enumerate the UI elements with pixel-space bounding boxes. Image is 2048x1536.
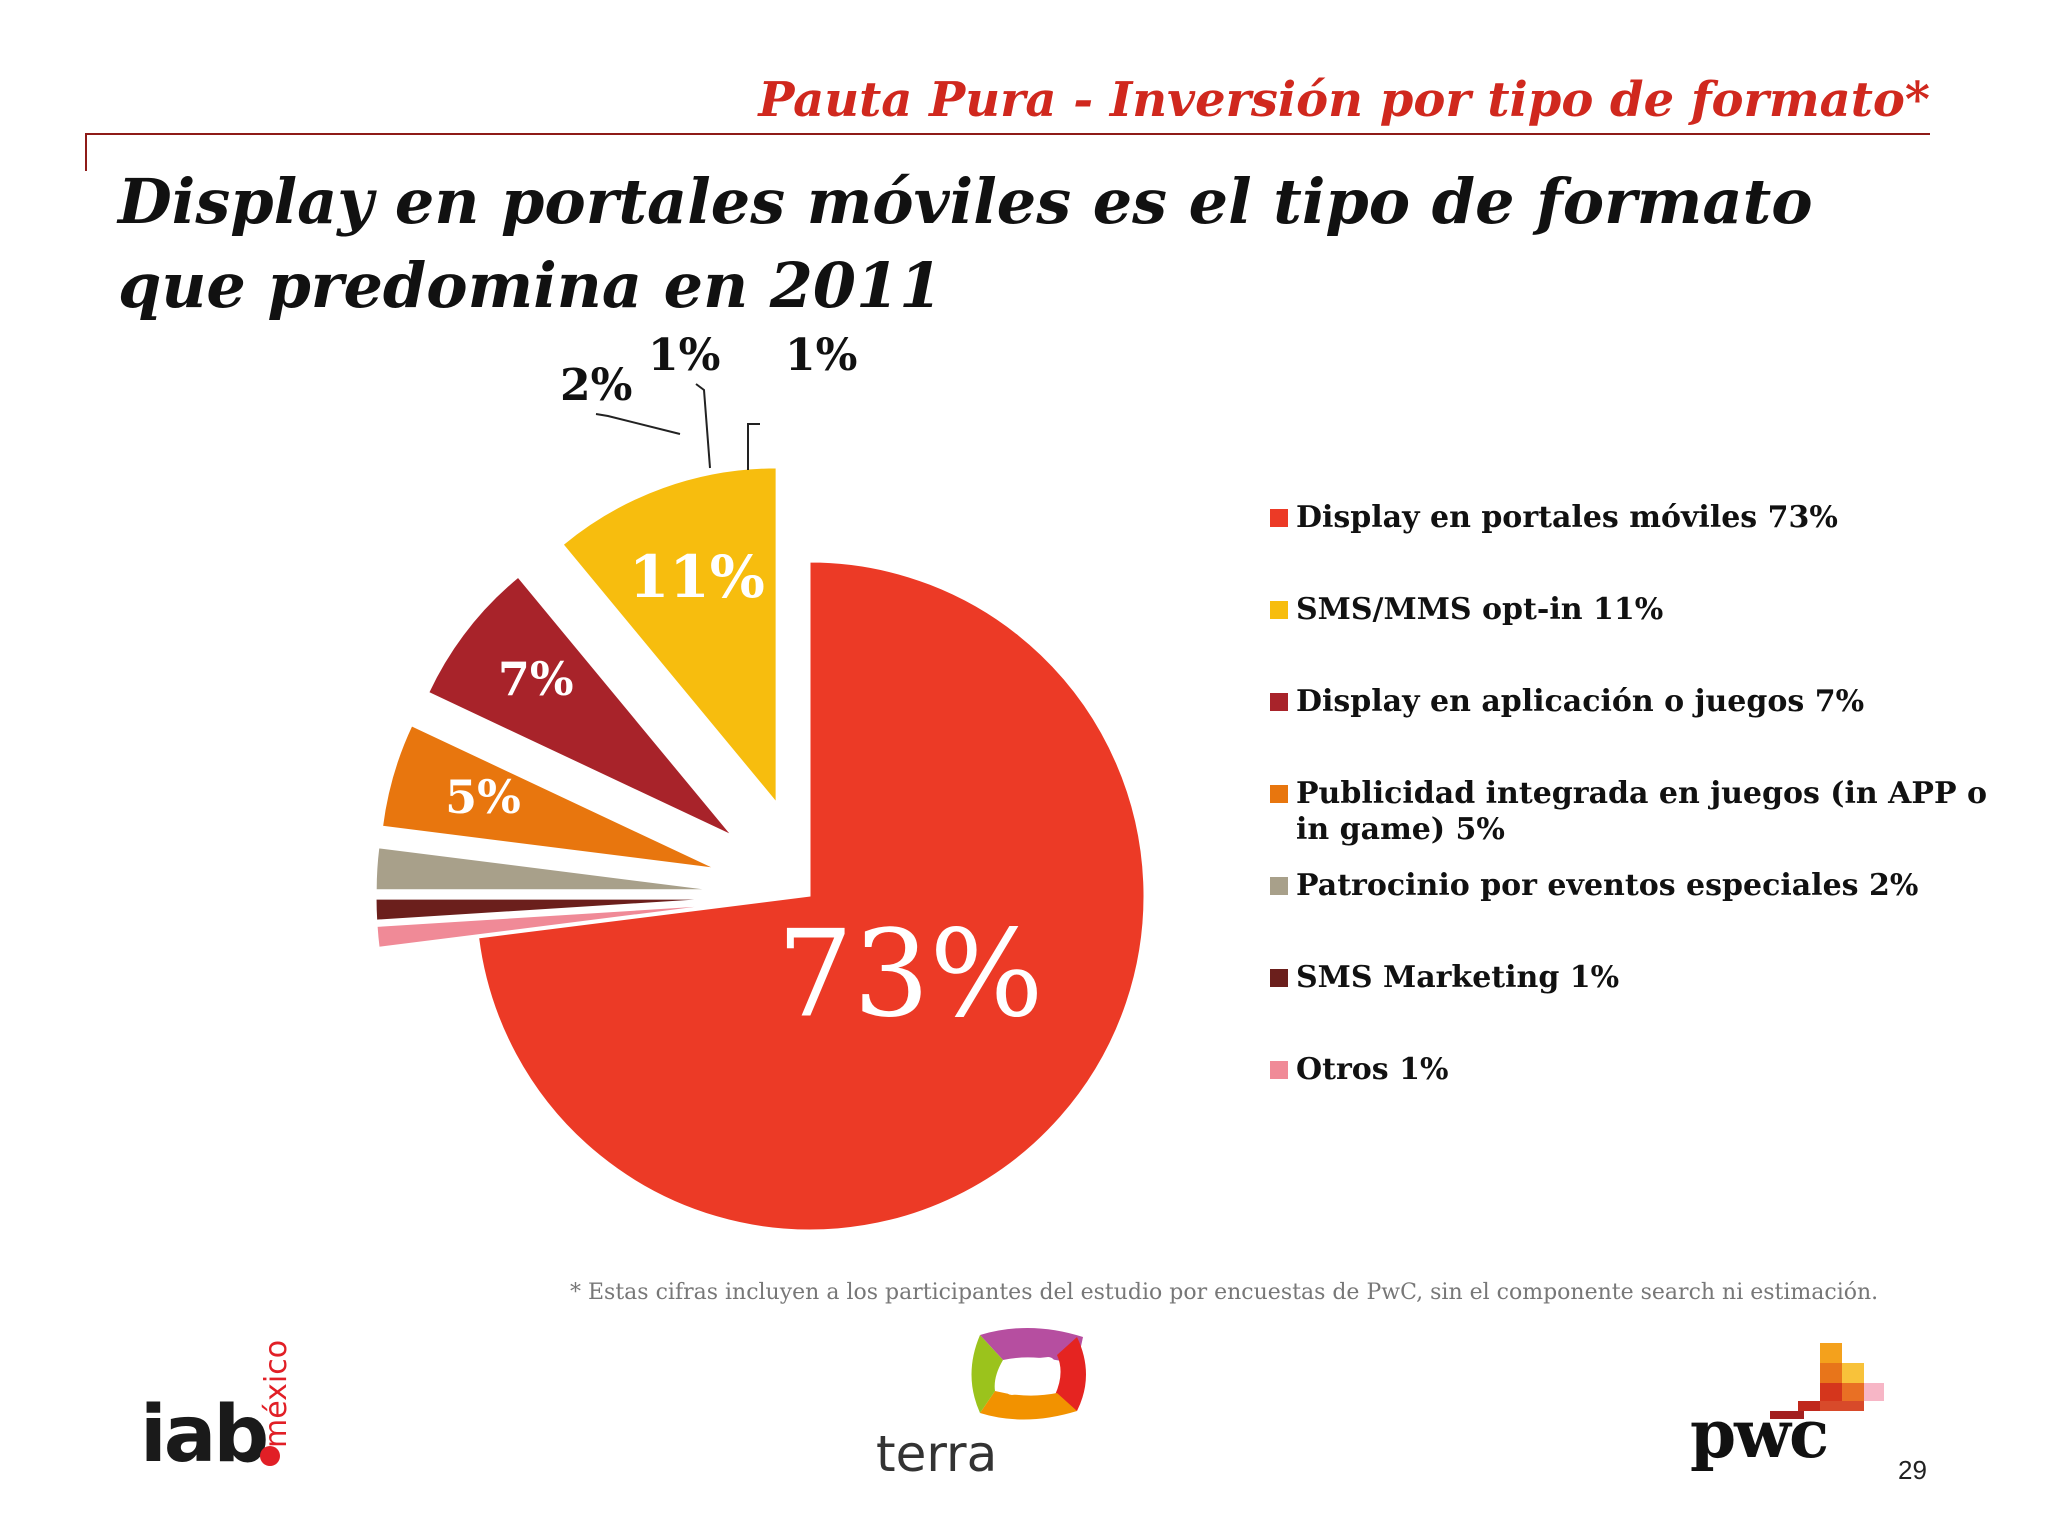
legend-label: SMS Marketing 1% [1296, 960, 1620, 995]
legend-item: Display en portales móviles 73% [1270, 500, 1838, 536]
header-rule-tick [85, 133, 87, 171]
iab-logo-region: méxico [259, 1340, 294, 1448]
pie-leader-lines [595, 383, 760, 470]
legend-swatch [1270, 785, 1288, 803]
legend-label: Otros 1% [1296, 1052, 1449, 1087]
pie-slice [375, 898, 711, 921]
iab-logo-dot [260, 1446, 280, 1466]
legend-item: Patrocinio por eventos especiales 2% [1270, 868, 1918, 904]
pie-data-labels: 73% 1% 1% 2% 5% 7% 11% [445, 330, 1043, 1044]
headline-line-1: Display en portales móviles es el tipo d… [118, 165, 1813, 238]
pie-slice [376, 904, 711, 948]
legend-label: Display en aplicación o juegos 7% [1296, 684, 1865, 719]
pie-data-label: 11% [629, 543, 765, 611]
headline-line-2: que predomina en 2011 [118, 249, 943, 322]
legend-label: SMS/MMS opt-in 11% [1296, 592, 1664, 627]
pwc-logo-mark [1770, 1343, 1884, 1419]
pie-slices [375, 467, 1145, 1231]
pie-slice [382, 725, 715, 869]
pie-data-label: 5% [445, 770, 521, 824]
pie-data-label: 1% [785, 330, 857, 381]
header-rule [85, 133, 1930, 135]
pie-slice [375, 847, 711, 891]
pie-data-label: 2% [560, 360, 632, 411]
terra-logo-mark [971, 1327, 1086, 1420]
section-title: Pauta Pura - Inversión por tipo de forma… [758, 72, 1930, 128]
page-headline: Display en portales móviles es el tipo d… [118, 160, 1918, 328]
legend-label: Publicidad integrada en juegos (in APP o… [1296, 776, 1987, 847]
pie-data-label: 73% [777, 905, 1044, 1044]
leader-line [595, 413, 681, 435]
legend-swatch [1270, 509, 1288, 527]
footnote: * Estas cifras incluyen a los participan… [570, 1280, 1879, 1305]
legend-item: SMS Marketing 1% [1270, 960, 1619, 996]
page-number: 29 [1898, 1455, 1927, 1485]
legend-label: Patrocinio por eventos especiales 2% [1296, 868, 1919, 903]
legend-swatch [1270, 601, 1288, 619]
legend-item: Publicidad integrada en juegos (in APP o… [1270, 776, 1990, 848]
iab-logo-text: iab [140, 1390, 269, 1480]
legend-swatch [1270, 693, 1288, 711]
terra-logo: terra [870, 1325, 1100, 1485]
pie-data-label: 1% [648, 330, 720, 381]
legend-swatch [1270, 877, 1288, 895]
legend-swatch [1270, 969, 1288, 987]
pie-data-label: 7% [498, 652, 574, 706]
leader-line [747, 423, 760, 470]
legend-swatch [1270, 1061, 1288, 1079]
leader-line [695, 383, 711, 469]
pie-slice [478, 561, 1145, 1231]
iab-mexico-logo: iab méxico [140, 1340, 300, 1480]
legend-item: Display en aplicación o juegos 7% [1270, 684, 1864, 720]
pie-slice [428, 576, 732, 836]
pie-chart: 73% 1% 1% 2% 5% 7% 11% [375, 330, 1145, 1231]
pie-slice [562, 467, 777, 804]
legend-item: Otros 1% [1270, 1052, 1449, 1088]
iab-logo-region-text: méxico [259, 1340, 294, 1448]
pwc-logo: pwc [1690, 1343, 1890, 1485]
terra-logo-text: terra [876, 1425, 998, 1483]
legend-item: SMS/MMS opt-in 11% [1270, 592, 1663, 628]
legend-label: Display en portales móviles 73% [1296, 500, 1838, 535]
pwc-logo-text: pwc [1690, 1395, 1829, 1473]
